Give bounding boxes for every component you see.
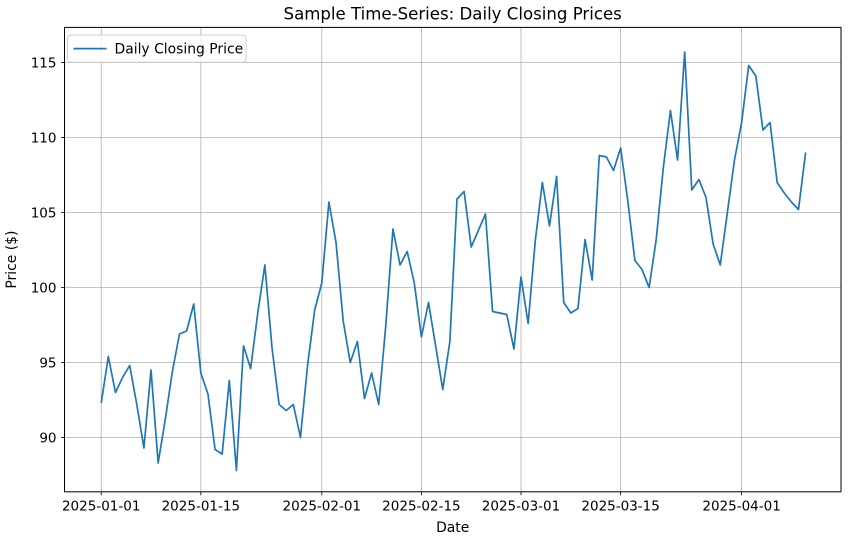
- y-tick-label: 105: [31, 205, 57, 221]
- grid-layer: [64, 27, 841, 492]
- y-tick-label: 90: [39, 430, 56, 446]
- axes-spines: [64, 26, 842, 493]
- tick-layer: [61, 62, 742, 496]
- x-tick-label: 2025-03-01: [482, 499, 560, 515]
- y-tick-label: 110: [31, 130, 57, 146]
- x-axis-label: Date: [436, 520, 469, 536]
- y-tick-label: 95: [39, 355, 56, 371]
- x-tick-label: 2025-02-01: [283, 499, 361, 515]
- legend: Daily Closing Price: [67, 34, 247, 63]
- legend-box: [67, 34, 247, 63]
- x-tick-label: 2025-03-15: [581, 499, 659, 515]
- tick-label-layer: 2025-01-01 2025-01-15 2025-02-01 2025-02-15…: [31, 55, 781, 514]
- chart-title: Sample Time-Series: Daily Closing Prices: [284, 5, 622, 24]
- price-line: [100, 51, 807, 472]
- legend-label: Daily Closing Price: [115, 42, 244, 58]
- y-tick-label: 100: [31, 280, 57, 296]
- x-tick-label: 2025-01-15: [162, 499, 240, 515]
- x-tick-label: 2025-01-01: [62, 499, 140, 515]
- y-axis-label: Price ($): [4, 231, 20, 289]
- x-tick-label: 2025-02-15: [382, 499, 460, 515]
- y-tick-label: 115: [31, 55, 57, 71]
- x-tick-label: 2025-04-01: [702, 499, 780, 515]
